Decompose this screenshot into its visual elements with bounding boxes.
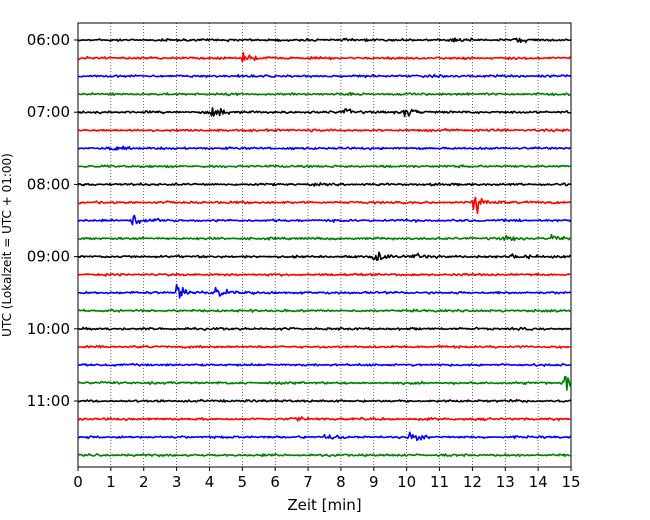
x-tick-label-14: 14: [529, 473, 548, 491]
trace-2: [77, 73, 572, 79]
x-axis-ticks: 0 1 2 3 4 5 6 7 8 9 10 11 12 13 14 15: [73, 467, 581, 491]
x-tick-label-12: 12: [463, 473, 482, 491]
trace-18: [77, 362, 572, 367]
trace-20: [77, 398, 572, 404]
trace-6: [77, 145, 572, 151]
x-tick-label-9: 9: [369, 473, 379, 491]
trace-22: [77, 431, 572, 442]
y-tick-label-4: 10:00: [27, 320, 70, 338]
trace-7: [77, 164, 572, 169]
x-tick-label-0: 0: [73, 473, 83, 491]
y-tick-label-1: 07:00: [27, 103, 70, 121]
x-tick-label-1: 1: [106, 473, 116, 491]
x-tick-label-3: 3: [172, 473, 182, 491]
vertical-grid: [110, 23, 539, 467]
x-tick-label-5: 5: [238, 473, 248, 491]
trace-11: [77, 233, 572, 242]
trace-5: [77, 128, 572, 133]
x-axis-label: Zeit [min]: [287, 496, 361, 514]
trace-12: [77, 251, 572, 262]
trace-8: [77, 182, 572, 187]
trace-4: [77, 107, 572, 118]
trace-16: [77, 326, 572, 331]
x-tick-label-15: 15: [561, 473, 580, 491]
x-tick-label-6: 6: [270, 473, 280, 491]
y-tick-label-5: 11:00: [27, 392, 70, 410]
trace-17: [77, 344, 572, 349]
x-tick-label-2: 2: [139, 473, 149, 491]
y-tick-label-2: 08:00: [27, 175, 70, 193]
x-tick-label-8: 8: [336, 473, 346, 491]
trace-0: [77, 37, 572, 44]
trace-13: [77, 272, 572, 277]
y-tick-label-3: 09:00: [27, 248, 70, 266]
trace-23: [77, 453, 572, 458]
seismogram-traces: [77, 37, 572, 458]
x-tick-label-13: 13: [496, 473, 515, 491]
trace-19: [77, 375, 572, 391]
y-axis-label: UTC (Lokalzeit = UTC + 01:00): [0, 153, 14, 337]
y-tick-label-0: 06:00: [27, 31, 70, 49]
x-tick-label-4: 4: [205, 473, 215, 491]
trace-21: [77, 416, 572, 422]
plot-frame: [77, 22, 572, 468]
trace-1: [77, 51, 572, 63]
trace-14: [77, 283, 572, 299]
x-tick-label-7: 7: [303, 473, 313, 491]
x-tick-label-10: 10: [397, 473, 416, 491]
trace-10: [77, 214, 572, 226]
x-tick-label-11: 11: [430, 473, 449, 491]
trace-9: [77, 196, 572, 215]
trace-3: [77, 91, 572, 97]
y-axis-ticks: 06:00 07:00 08:00 09:00 10:00 11:00: [27, 31, 78, 410]
trace-15: [77, 308, 572, 313]
